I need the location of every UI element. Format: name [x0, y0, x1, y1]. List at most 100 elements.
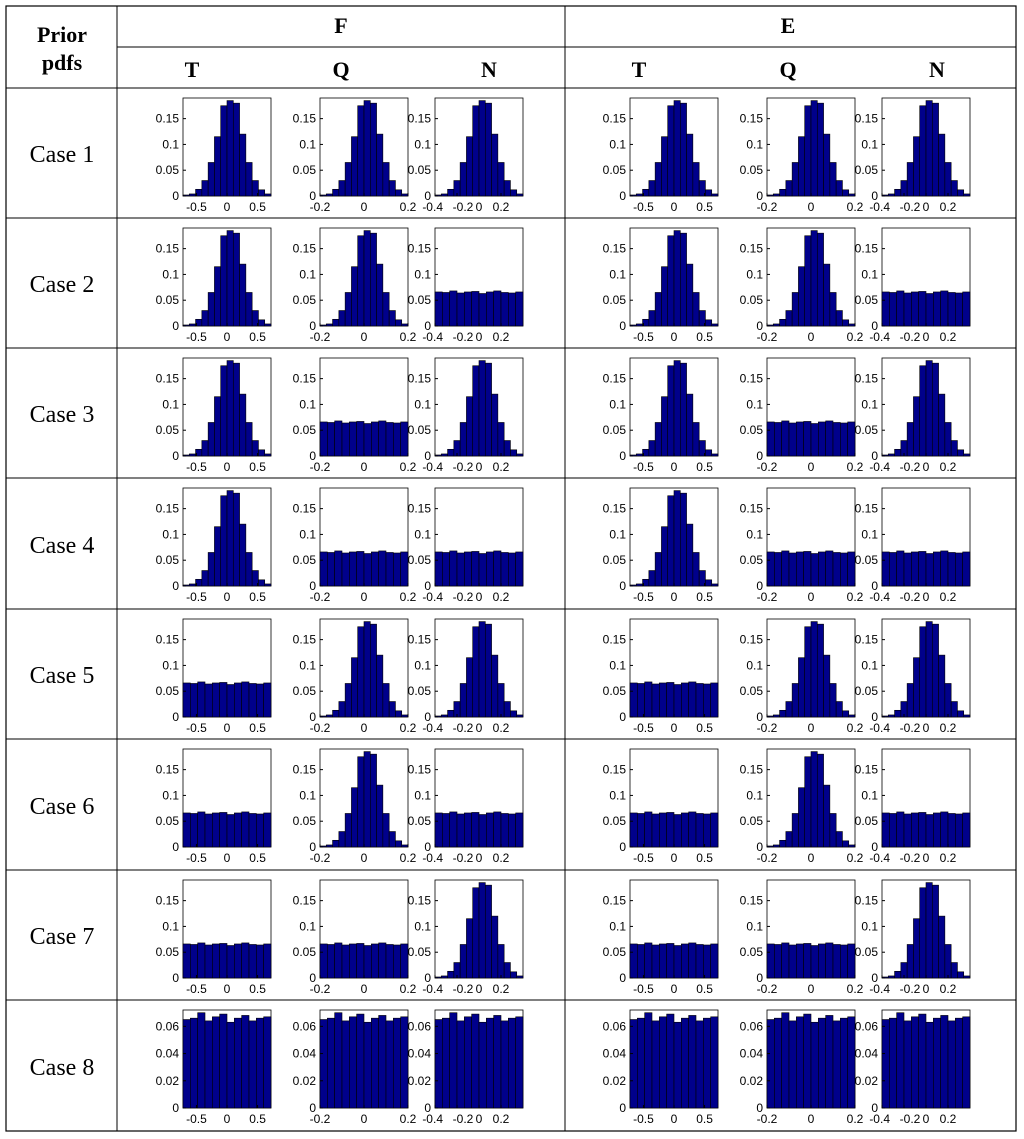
histogram-bar — [931, 362, 939, 457]
histogram-bar — [887, 714, 895, 718]
histogram-bar — [925, 1021, 934, 1109]
histogram-bar — [447, 188, 455, 197]
histogram-bar — [894, 709, 902, 718]
histogram-bar — [264, 583, 272, 587]
x-tick-label: 0 — [361, 590, 368, 604]
x-tick-label: 0 — [361, 982, 368, 996]
histogram-panel: 00.050.10.15-0.2 0 0.2 — [740, 357, 864, 474]
histogram-panel: 0 0.05 0.1 0.15 -0.5 0 0.5 — [603, 97, 719, 214]
histogram-bar — [629, 812, 638, 848]
histogram-bar — [832, 552, 841, 587]
histogram-bar — [847, 943, 856, 979]
header-f-q: Q — [332, 57, 349, 82]
histogram-bar — [327, 944, 335, 979]
histogram-bar — [356, 551, 365, 587]
histogram-bar — [673, 684, 682, 718]
histogram-bar — [459, 162, 467, 197]
y-tick-label: 0.15 — [156, 894, 180, 908]
histogram-bar — [214, 526, 222, 587]
histogram-bar — [818, 421, 826, 457]
histogram-bar — [779, 709, 787, 718]
histogram-bar — [204, 1020, 213, 1109]
histogram-bar — [955, 813, 963, 848]
histogram-bar — [919, 626, 927, 718]
histogram-bar — [705, 579, 713, 587]
histogram-bar — [464, 551, 472, 587]
histogram-bar — [635, 323, 643, 327]
histogram-bar — [659, 1016, 667, 1109]
y-tick-label: 0 — [756, 710, 763, 724]
histogram-bar — [710, 682, 719, 718]
histogram-bar — [703, 683, 711, 718]
x-tick-label: -0.4 — [422, 721, 443, 735]
y-tick-label: 0.04 — [603, 1047, 627, 1061]
histogram-bar — [818, 1017, 826, 1109]
histogram-bar — [925, 293, 934, 327]
histogram-bar — [472, 887, 480, 979]
histogram-bar — [182, 682, 191, 718]
histogram-bar — [963, 453, 971, 457]
histogram-bar — [832, 1020, 841, 1109]
histogram-bar — [911, 291, 919, 327]
histogram-bar — [459, 683, 467, 718]
histogram-bar — [772, 323, 780, 327]
histogram-bar — [466, 657, 474, 718]
histogram-bar — [226, 230, 234, 327]
histogram-bar — [351, 266, 359, 327]
histogram-panel: 0 0.05 0.1 0.15 -0.5 0 0.5 — [603, 487, 719, 604]
x-tick-label: -0.2 — [310, 721, 331, 735]
x-tick-label: 0 — [224, 851, 231, 865]
y-tick-label: 0.15 — [293, 633, 317, 647]
y-tick-label: 0.1 — [609, 919, 626, 933]
x-tick-label: 0 — [361, 1112, 368, 1126]
histogram-bar — [686, 133, 694, 197]
x-tick-label: 0 — [361, 460, 368, 474]
histogram-bar — [334, 942, 343, 979]
histogram-bar — [847, 551, 856, 587]
y-tick-label: 0 — [619, 449, 626, 463]
histogram-bar — [258, 449, 266, 457]
x-tick-label: -0.5 — [633, 460, 654, 474]
histogram-bar — [220, 235, 228, 327]
histogram-bar — [241, 811, 250, 848]
y-tick-label: 0.1 — [299, 137, 316, 151]
histogram-bar — [486, 291, 494, 327]
histogram-bar — [810, 100, 818, 197]
histogram-bar — [679, 102, 687, 197]
histogram-bar — [440, 453, 448, 457]
histogram-bar — [881, 551, 890, 587]
histogram-bar — [940, 290, 949, 327]
histogram-panel: 00.050.10.15-0.4 -0.2 0 0.2 — [408, 748, 524, 865]
histogram-panel: 00.020.040.06-0.2 0 0.2 — [740, 1009, 864, 1126]
histogram-bar — [182, 1019, 191, 1109]
y-tick-label: 0 — [871, 1101, 878, 1115]
y-tick-label: 0 — [619, 971, 626, 985]
histogram-bar — [648, 570, 656, 587]
histogram-bar — [401, 193, 409, 197]
x-tick-label: -0.2 — [453, 1112, 474, 1126]
histogram-bar — [896, 290, 905, 327]
histogram-bar — [913, 657, 921, 718]
y-tick-label: 0 — [424, 189, 431, 203]
y-tick-label: 0.15 — [408, 894, 432, 908]
y-tick-label: 0.1 — [609, 527, 626, 541]
histogram-bar — [703, 1017, 711, 1109]
histogram-bar — [962, 812, 971, 848]
x-tick-label: 0.2 — [940, 851, 957, 865]
histogram-bar — [241, 681, 250, 718]
histogram-bar — [803, 1013, 812, 1109]
y-tick-label: 0.1 — [861, 788, 878, 802]
histogram-bar — [245, 422, 253, 457]
histogram-bar — [226, 100, 234, 197]
y-tick-label: 0.15 — [740, 502, 764, 516]
histogram-bar — [906, 944, 914, 979]
y-tick-label: 0.02 — [293, 1074, 317, 1088]
x-tick-label: -0.2 — [757, 200, 778, 214]
histogram-bar — [644, 942, 653, 979]
histogram-bar — [840, 422, 848, 457]
histogram-bar — [889, 292, 897, 327]
histogram-bar — [903, 813, 912, 848]
histogram-bar — [338, 701, 346, 718]
y-tick-label: 0.1 — [746, 788, 763, 802]
x-tick-label: 0 — [808, 721, 815, 735]
